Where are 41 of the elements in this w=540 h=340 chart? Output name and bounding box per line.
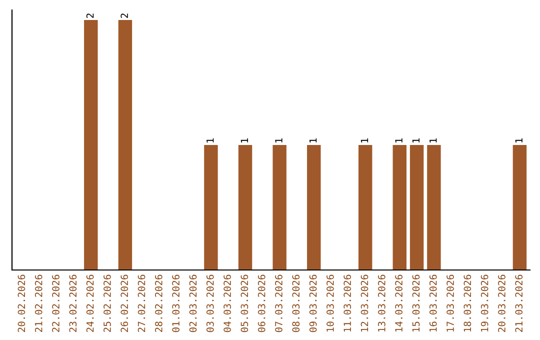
data-label: 1 (360, 138, 368, 142)
x-tick-label: 01.03.2026 (172, 274, 180, 332)
x-tick-label: 17.03.2026 (446, 274, 454, 332)
x-tick-label: 22.02.2026 (52, 274, 60, 332)
x-tick-label: 08.03.2026 (292, 274, 300, 332)
x-tick-label: 27.02.2026 (138, 274, 146, 332)
x-tick-label: 11.03.2026 (344, 274, 352, 332)
x-tick-label: 16.03.2026 (429, 274, 437, 332)
x-tick-label: 25.02.2026 (104, 274, 111, 332)
x-tick-label: 09.03.2026 (309, 274, 317, 332)
x-tick-label: 10.03.2026 (326, 274, 334, 332)
x-tick-label: 23.02.2026 (69, 274, 77, 332)
x-tick-label: 20.03.2026 (498, 274, 506, 332)
x-tick-label: 02.03.2026 (189, 274, 197, 332)
x-tick-label: 24.02.2026 (86, 274, 94, 332)
x-tick-label: 26.02.2026 (120, 274, 128, 332)
x-tick-label: 14.03.2026 (395, 274, 402, 332)
x-tick-label: 12.03.2026 (360, 274, 368, 332)
data-label: 1 (395, 138, 402, 142)
x-tick-label: 07.03.2026 (275, 274, 282, 332)
data-label: 1 (430, 138, 437, 142)
x-tick-label: 21.02.2026 (34, 274, 42, 332)
x-tick-label: 03.03.2026 (206, 274, 214, 332)
x-tick-label: 04.03.2026 (224, 274, 231, 332)
data-label: 1 (412, 138, 420, 142)
data-label: 1 (310, 138, 317, 142)
data-label: 2 (86, 14, 94, 18)
data-label: 1 (240, 138, 248, 142)
x-tick-label: 06.03.2026 (258, 274, 266, 332)
x-tick-label: 18.03.2026 (464, 274, 472, 332)
data-label: 1 (515, 138, 522, 142)
x-tick-label: 21.03.2026 (515, 274, 523, 332)
x-tick-label: 05.03.2026 (240, 274, 248, 332)
x-tick-label: 20.02.2026 (18, 274, 26, 332)
x-tick-label: 15.03.2026 (412, 274, 420, 332)
data-label: 2 (120, 14, 128, 18)
x-tick-label: 13.03.2026 (378, 274, 386, 332)
x-tick-label: 19.03.2026 (480, 274, 488, 332)
x-tick-label: 28.02.2026 (155, 274, 162, 332)
data-label: 1 (275, 138, 282, 142)
data-label: 1 (206, 138, 214, 142)
